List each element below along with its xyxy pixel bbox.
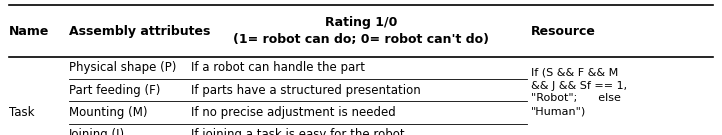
Text: Mounting (M): Mounting (M) — [69, 106, 147, 119]
Text: Task: Task — [9, 106, 34, 119]
Text: Part feeding (F): Part feeding (F) — [69, 84, 160, 97]
Text: If no precise adjustment is needed: If no precise adjustment is needed — [191, 106, 396, 119]
Text: Joining (J): Joining (J) — [69, 128, 125, 135]
Text: If (S && F && M
&& J && Sf == 1,
"Robot";      else
"Human"): If (S && F && M && J && Sf == 1, "Robot"… — [531, 68, 627, 116]
Text: Resource: Resource — [531, 25, 596, 38]
Text: If parts have a structured presentation: If parts have a structured presentation — [191, 84, 421, 97]
Text: Rating 1/0
(1= robot can do; 0= robot can't do): Rating 1/0 (1= robot can do; 0= robot ca… — [233, 16, 489, 46]
Text: Name: Name — [9, 25, 49, 38]
Text: If joining a task is easy for the robot: If joining a task is easy for the robot — [191, 128, 405, 135]
Text: Assembly attributes: Assembly attributes — [69, 25, 210, 38]
Text: If a robot can handle the part: If a robot can handle the part — [191, 61, 365, 74]
Text: Physical shape (P): Physical shape (P) — [69, 61, 176, 74]
